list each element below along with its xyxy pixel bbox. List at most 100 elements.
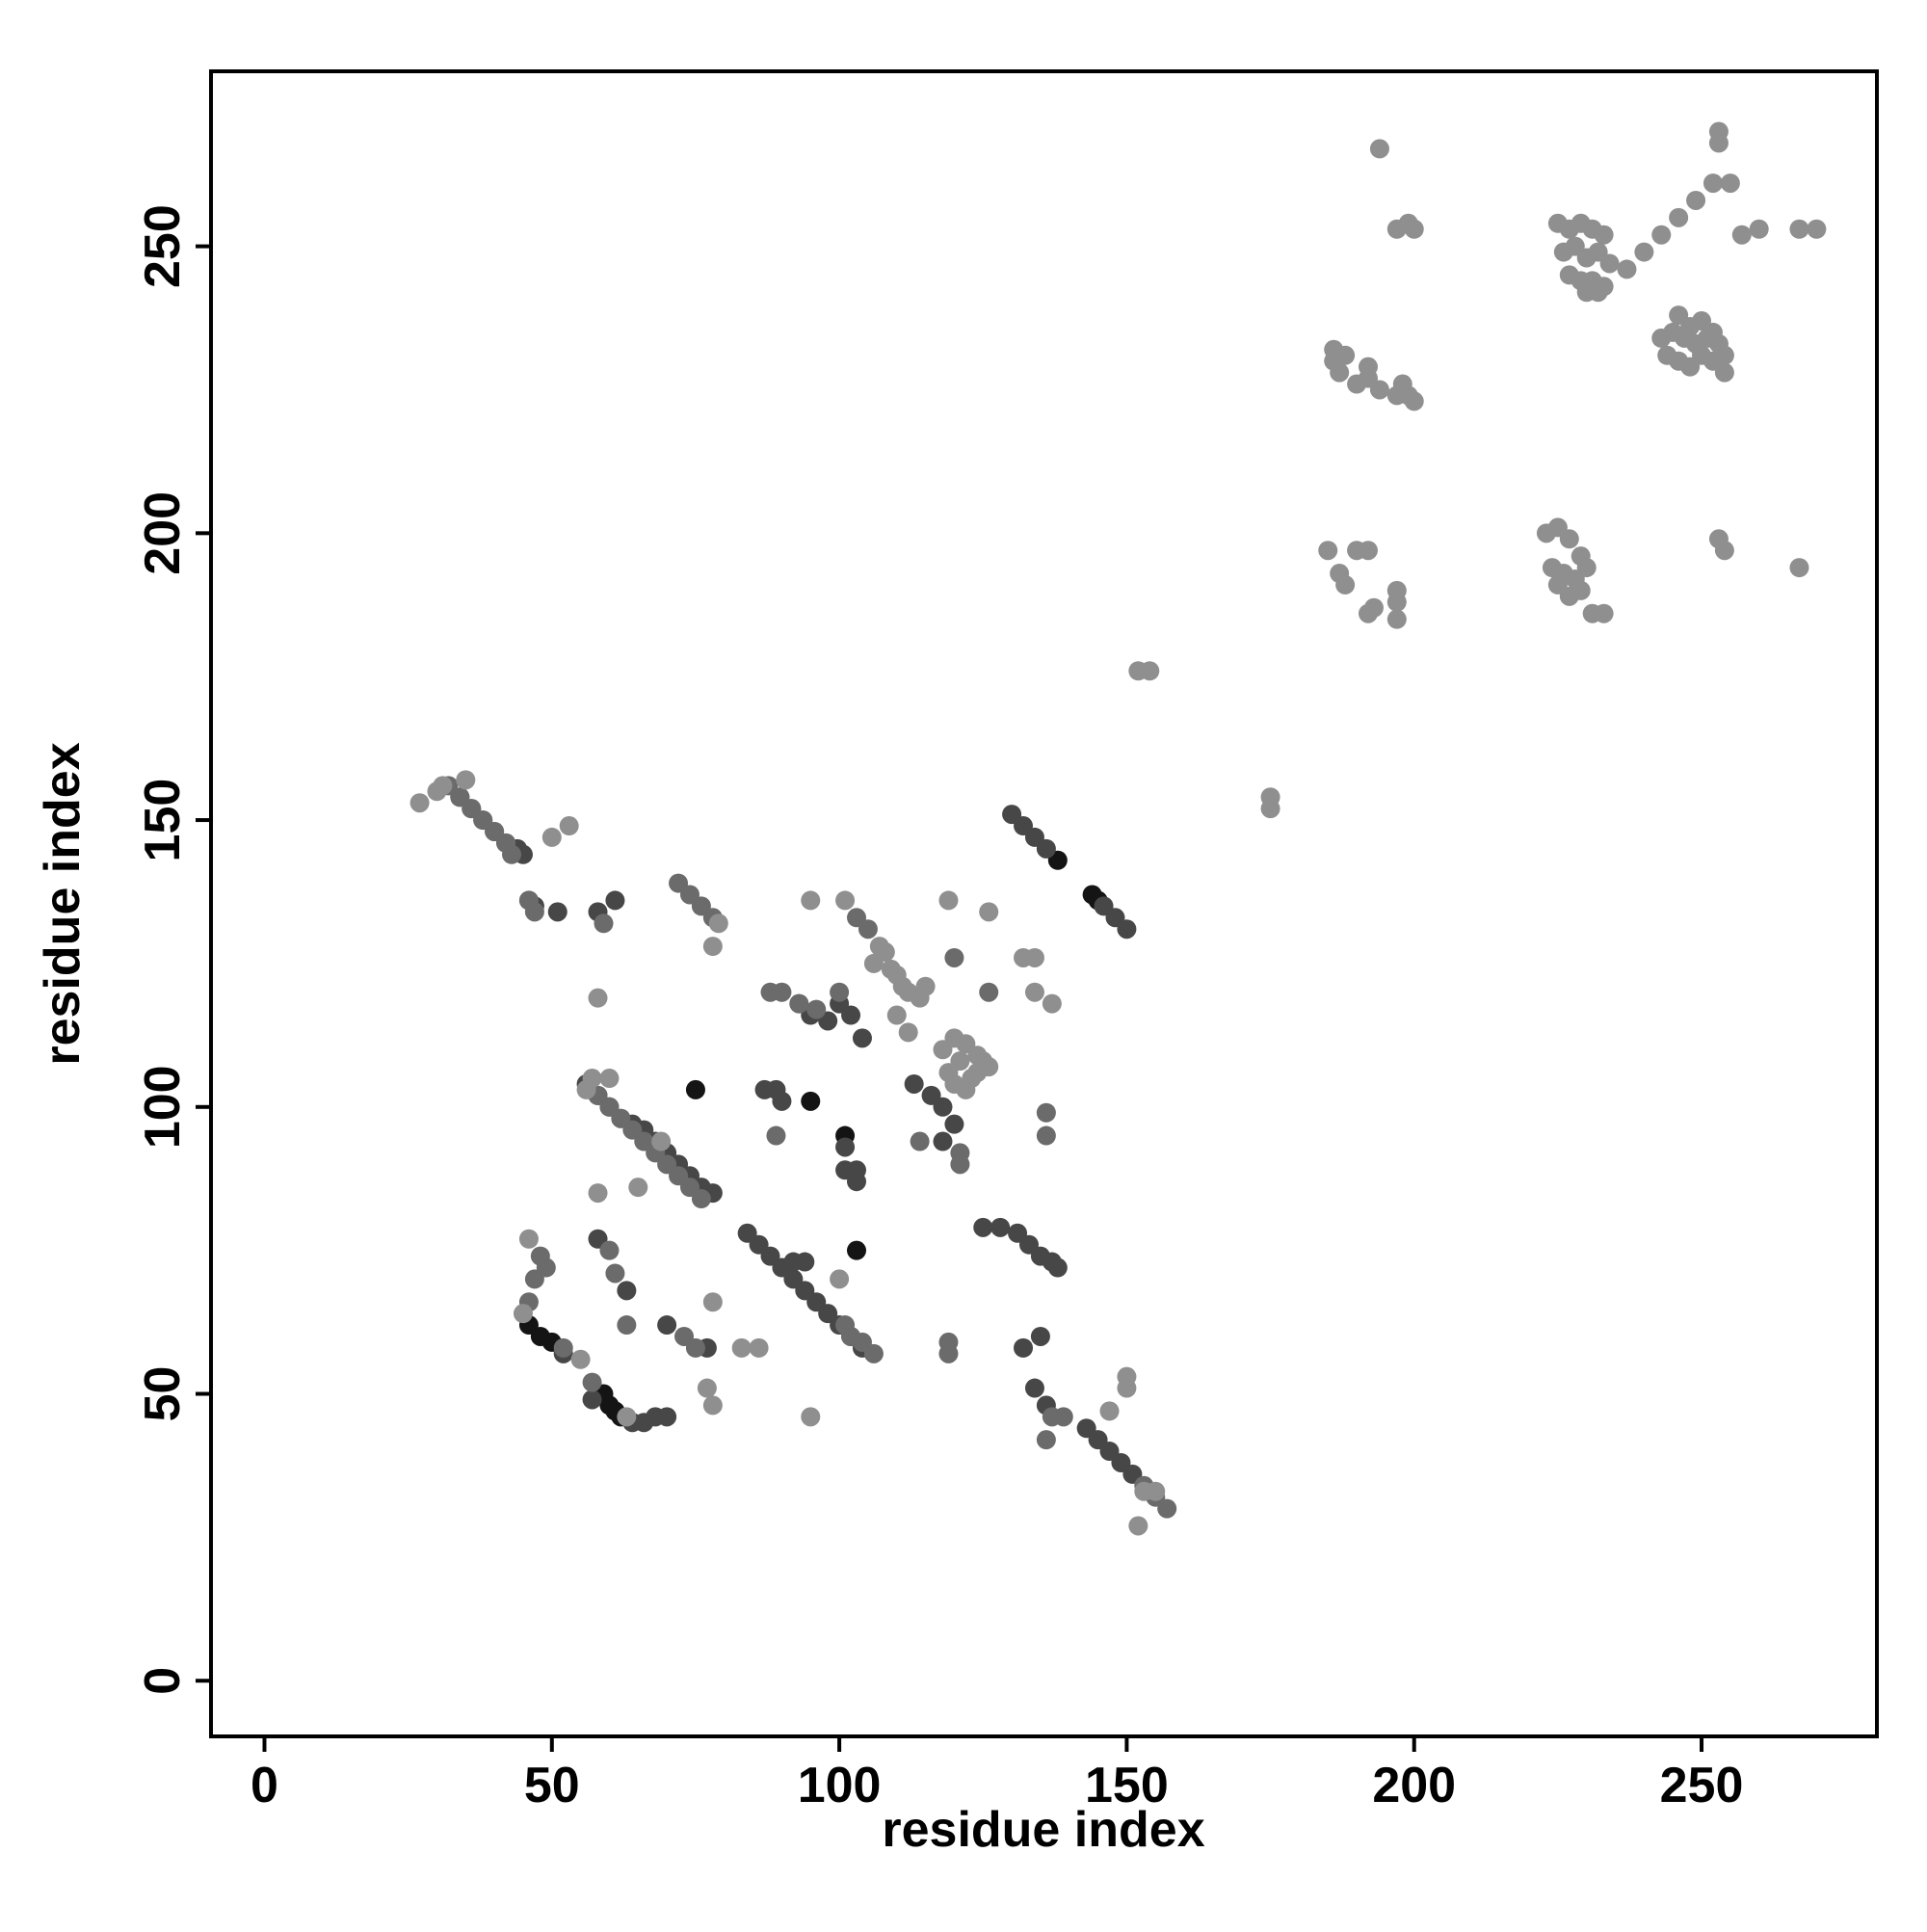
point	[944, 947, 964, 967]
point	[1731, 225, 1752, 245]
point	[1651, 225, 1672, 245]
point	[1036, 1102, 1056, 1123]
point	[1146, 1481, 1166, 1501]
x-tick-label: 250	[1660, 1758, 1744, 1813]
point	[731, 1337, 752, 1358]
point	[772, 982, 792, 1002]
point	[1024, 1378, 1044, 1398]
point	[594, 913, 614, 934]
point	[749, 1337, 769, 1358]
x-tick-label: 100	[798, 1758, 882, 1813]
point	[1335, 345, 1356, 365]
x-tick-label: 0	[251, 1758, 278, 1813]
x-tick-label: 150	[1085, 1758, 1169, 1813]
point	[1036, 838, 1056, 859]
point	[1369, 139, 1389, 159]
point	[513, 1304, 533, 1324]
point	[1024, 982, 1044, 1002]
point	[1024, 947, 1044, 967]
point	[605, 890, 625, 911]
point	[938, 890, 959, 911]
point	[547, 902, 568, 922]
point	[1703, 322, 1723, 342]
point	[570, 1349, 591, 1369]
point	[1594, 603, 1614, 623]
point	[1807, 219, 1827, 239]
point	[697, 1378, 717, 1398]
point	[582, 1372, 602, 1392]
point	[1335, 574, 1356, 595]
point	[599, 1240, 620, 1260]
point	[869, 937, 889, 957]
point	[1789, 219, 1809, 239]
point	[588, 1183, 608, 1204]
point	[1042, 993, 1062, 1014]
point	[1260, 799, 1280, 819]
point	[944, 1114, 964, 1134]
point	[456, 770, 476, 790]
point	[886, 1005, 907, 1025]
point	[617, 1407, 637, 1427]
point	[806, 999, 827, 1019]
point	[588, 988, 608, 1008]
point	[657, 1407, 677, 1427]
point	[766, 1125, 786, 1146]
point	[433, 776, 453, 796]
point	[702, 937, 723, 957]
point	[772, 1091, 792, 1111]
point	[835, 1315, 856, 1336]
point	[599, 1069, 620, 1089]
y-tick-label: 150	[135, 779, 191, 862]
point	[524, 902, 544, 922]
point	[1576, 558, 1597, 578]
point	[518, 1229, 539, 1249]
point	[1749, 219, 1769, 239]
point	[1117, 1366, 1137, 1387]
plot-frame	[209, 69, 1879, 1738]
point	[553, 1337, 573, 1358]
point	[502, 844, 522, 864]
point	[1599, 253, 1620, 274]
point	[1559, 529, 1579, 549]
point	[685, 1337, 705, 1358]
point	[1789, 558, 1809, 578]
point	[938, 1343, 959, 1363]
point	[582, 1069, 602, 1089]
point	[1588, 282, 1608, 303]
y-axis-title: residue index	[35, 742, 91, 1065]
point	[956, 1079, 976, 1099]
point	[1404, 219, 1424, 239]
point	[898, 1022, 918, 1043]
point	[830, 982, 850, 1002]
point	[950, 1154, 970, 1175]
point	[1686, 190, 1706, 210]
point	[617, 1281, 637, 1301]
point	[1330, 362, 1350, 383]
point	[1036, 1125, 1056, 1146]
point	[1030, 1326, 1050, 1346]
point	[801, 890, 821, 911]
point	[910, 1131, 930, 1151]
point	[1117, 919, 1137, 940]
point	[1318, 541, 1338, 561]
point	[973, 1217, 993, 1237]
point	[1714, 541, 1734, 561]
point	[582, 1389, 602, 1410]
point	[651, 1131, 672, 1151]
point	[835, 1137, 856, 1157]
point	[1036, 1430, 1056, 1450]
point	[702, 1395, 723, 1416]
y-tick-label: 200	[135, 491, 191, 575]
point	[847, 1172, 867, 1192]
point	[1404, 391, 1424, 411]
point	[847, 1240, 867, 1260]
point	[830, 1269, 850, 1289]
point	[979, 902, 999, 922]
point	[1047, 1257, 1068, 1278]
point	[559, 816, 579, 836]
x-axis-title: residue index	[882, 1802, 1204, 1858]
point	[691, 1189, 711, 1209]
y-tick-label: 250	[135, 204, 191, 288]
point	[1703, 173, 1723, 194]
